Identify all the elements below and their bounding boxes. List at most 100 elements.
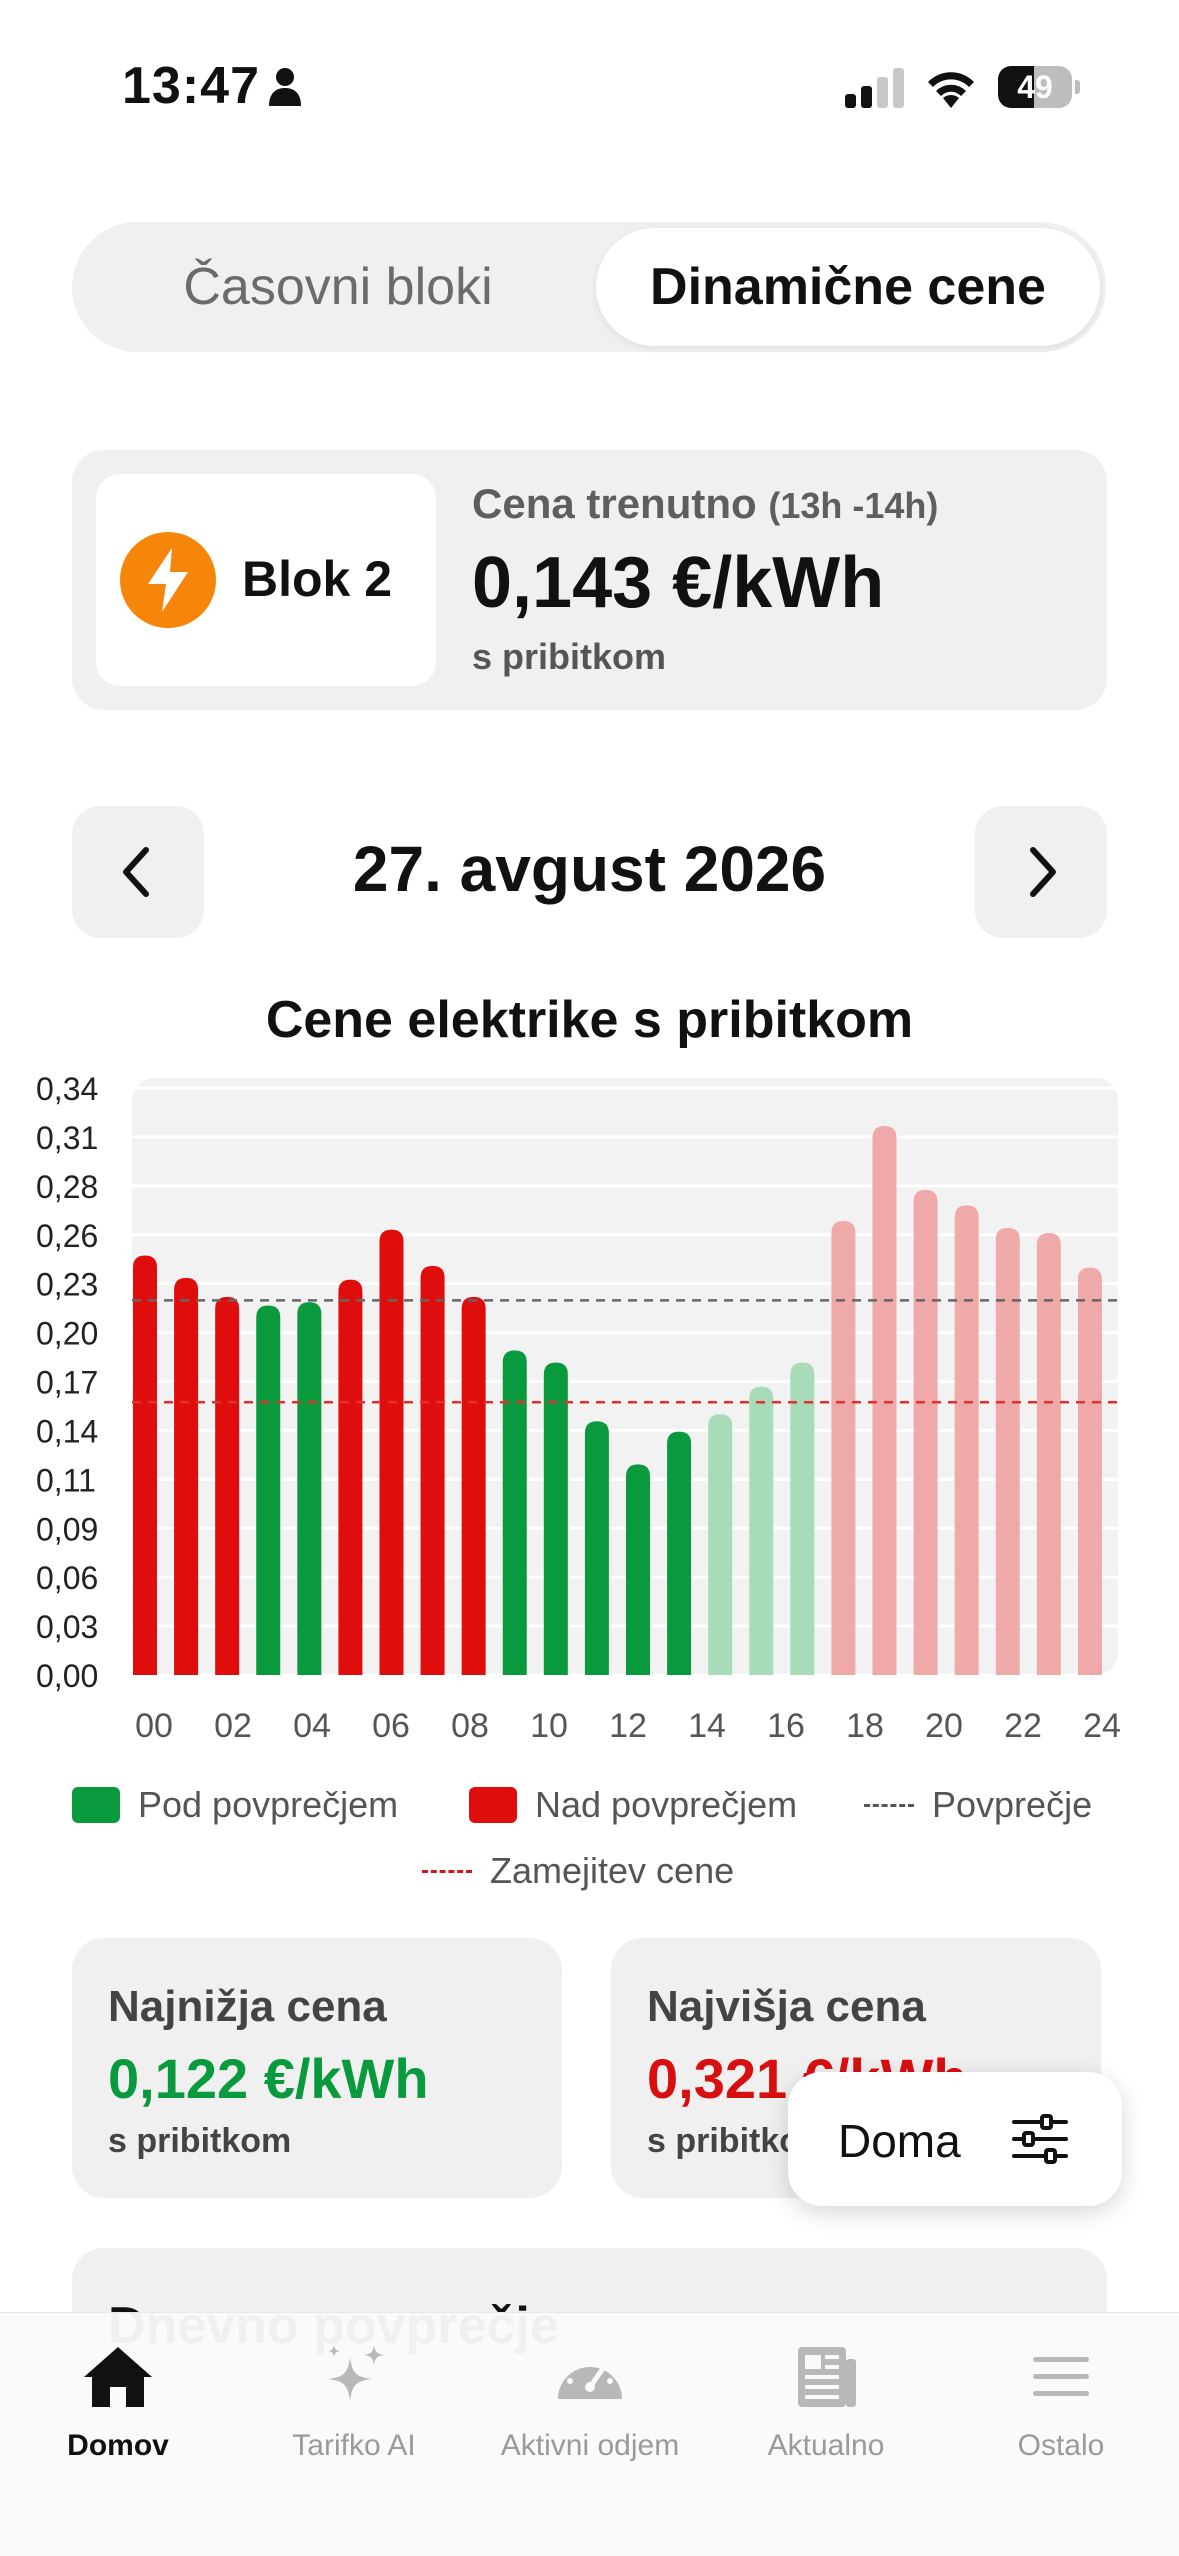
chart-title: Cene elektrike s pribitkom [265,991,914,1049]
block-badge: Blok 2 [96,474,436,686]
y-tick-label: 0,23 [36,1267,98,1303]
lowest-price-card: Najnižja cena 0,122 €/kWh s pribitkom [72,1938,562,2198]
chevron-left-icon [123,847,149,897]
chart-bar-hour-15 [749,1386,774,1675]
y-tick-label: 0,28 [36,1169,98,1205]
current-price-card[interactable]: Blok 2 Cena trenutno (13h -14h) 0,143 €/… [72,450,1107,710]
y-tick-label: 0,20 [36,1316,98,1352]
current-price-value: 0,143 €/kWh [472,543,885,623]
chart-bar-hour-11 [584,1421,609,1675]
chart-bar-hour-18 [872,1125,897,1675]
lowest-price-value: 0,122 €/kWh [108,2047,429,2110]
chart-bar-hour-19 [913,1189,938,1675]
segment-time-blocks[interactable]: Časovni bloki [183,258,493,316]
x-tick-label: 16 [767,1707,805,1745]
x-tick-label: 04 [293,1707,331,1745]
location-label: Doma [838,2115,961,2167]
bottom-tab-bar: Domov Tarifko AI Aktivni odjem Aktualno [0,2312,1179,2556]
legend-swatch-red [469,1787,517,1823]
y-tick-label: 0,34 [36,1071,98,1107]
menu-icon [1033,2357,1089,2396]
cellular-signal-icon [845,68,904,108]
lightning-bolt-icon [120,532,216,628]
chevron-right-icon [1030,847,1056,897]
battery-level: 49 [1017,69,1053,105]
tab-news-label: Aktualno [767,2429,885,2462]
price-bar-chart: 0,34 0,31 0,28 0,26 0,23 0,20 0,17 0,14 0,11 0,09… [36,1071,1121,1745]
x-tick-label: 22 [1004,1707,1042,1745]
gauge-icon [558,2358,622,2399]
chart-bar-hour-06 [379,1229,404,1675]
current-price-title-text: Cena trenutno [472,480,757,527]
lowest-price-note: s pribitkom [108,2122,292,2160]
chart-bar-hour-14 [708,1414,733,1675]
chart-bar-hour-17 [831,1220,856,1675]
highest-price-label: Najvišja cena [647,1982,926,2031]
tab-home[interactable]: Domov [0,2343,236,2473]
tab-news[interactable]: Aktualno [708,2343,944,2473]
battery-indicator: 49 [998,66,1080,108]
legend-price-cap: Zamejitev cene [422,1846,734,1896]
current-price-hour-range: (13h -14h) [768,485,939,526]
x-tick-label: 18 [846,1707,884,1745]
chart-bar-hour-23 [1077,1267,1102,1675]
chart-bar-hour-01 [174,1277,199,1675]
legend-above-average: Nad povprečjem [469,1780,797,1830]
y-tick-label: 0,00 [36,1658,98,1694]
chart-bar-hour-04 [297,1302,322,1675]
legend-dash-gray [864,1803,914,1807]
tab-active-consumption-label: Aktivni odjem [500,2429,680,2462]
chart-bar-hour-22 [1036,1233,1061,1675]
chart-bar-hour-20 [954,1205,979,1675]
mode-segmented-control: Časovni bloki Dinamične cene [72,222,1106,352]
y-tick-label: 0,17 [36,1365,98,1401]
chart-bar-hour-00 [133,1255,157,1675]
y-tick-label: 0,06 [36,1560,98,1596]
x-tick-label: 08 [451,1707,489,1745]
next-day-button[interactable] [975,806,1107,938]
previous-day-button[interactable] [72,806,204,938]
chart-bar-hour-10 [543,1362,568,1675]
tab-active-consumption[interactable]: Aktivni odjem [472,2343,708,2473]
y-tick-label: 0,31 [36,1120,98,1156]
y-tick-label: 0,26 [36,1218,98,1254]
tab-more-label: Ostalo [1017,2429,1105,2462]
tab-tarifko-ai[interactable]: Tarifko AI [236,2343,472,2473]
chart-bar-hour-16 [790,1362,815,1675]
sparkles-icon [328,2345,384,2401]
x-tick-label: 00 [135,1707,173,1745]
location-filter-button[interactable]: Doma [788,2072,1122,2206]
legend-dash-red [422,1869,472,1873]
lowest-price-label: Najnižja cena [108,1982,387,2031]
wifi-icon [928,72,974,108]
chart-bar-hour-05 [338,1279,363,1675]
y-tick-label: 0,09 [36,1511,98,1547]
current-price-note: s pribitkom [472,636,667,677]
y-tick-label: 0,03 [36,1609,98,1645]
segment-dynamic-prices[interactable]: Dinamične cene [596,228,1100,346]
news-icon [798,2347,856,2407]
chart-legend: Pod povprečjem Nad povprečjem Povprečje [72,1780,1122,1830]
legend-below-average: Pod povprečjem [72,1780,398,1830]
chart-bar-hour-02 [215,1296,240,1675]
legend-cap-label: Zamejitev cene [490,1850,735,1891]
selected-date: 27. avgust 2026 [352,833,827,905]
x-tick-label: 12 [609,1707,647,1745]
chart-bar-hour-03 [256,1305,281,1675]
status-bar: 13:47 49 [0,0,1179,170]
chart-legend-row-2: Zamejitev cene [72,1846,1122,1896]
chart-bar-hour-12 [626,1464,650,1675]
tab-home-label: Domov [67,2429,169,2462]
x-tick-label: 24 [1083,1707,1121,1745]
sliders-icon [1012,2114,1068,2164]
x-tick-label: 02 [214,1707,252,1745]
tab-tarifko-ai-label: Tarifko AI [292,2429,416,2462]
block-label: Blok 2 [242,551,393,607]
y-tick-label: 0,14 [36,1413,98,1449]
x-tick-label: 06 [372,1707,410,1745]
chart-bar-hour-13 [667,1431,692,1675]
current-price-title: Cena trenutno (13h -14h) [472,480,938,528]
chart-plot-background [132,1078,1118,1675]
y-tick-label: 0,11 [36,1462,96,1498]
tab-more[interactable]: Ostalo [943,2343,1179,2473]
